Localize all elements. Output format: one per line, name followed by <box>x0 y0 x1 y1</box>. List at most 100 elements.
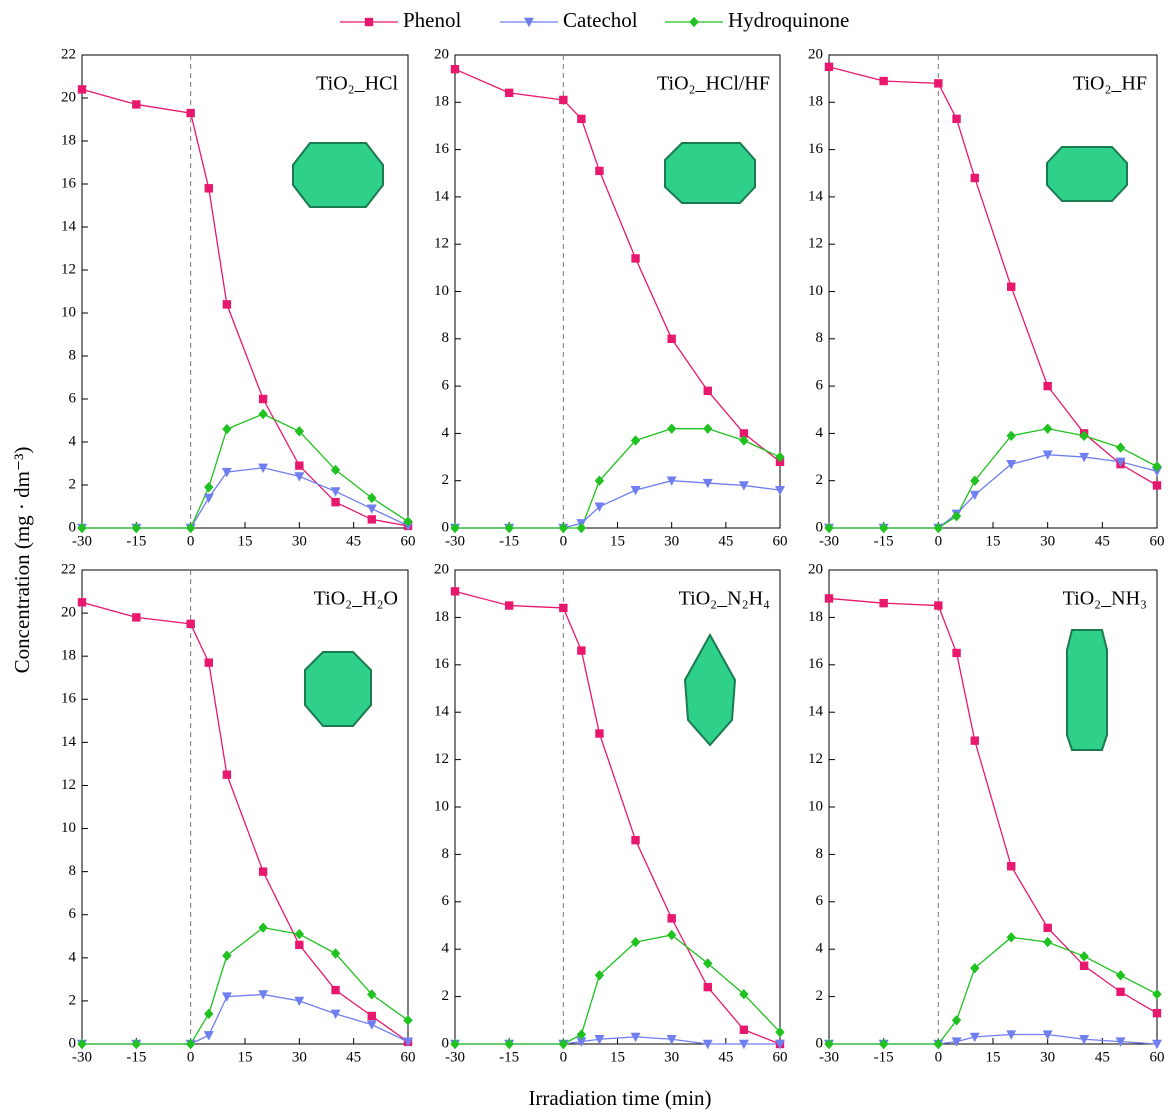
marker <box>203 1031 214 1041</box>
marker <box>576 1029 587 1040</box>
x-tick-label: 60 <box>1150 1049 1165 1065</box>
marker <box>739 989 749 1000</box>
marker <box>330 464 341 476</box>
marker <box>703 958 713 969</box>
marker <box>970 475 980 486</box>
marker <box>933 522 944 534</box>
y-tick-label: 12 <box>61 777 76 793</box>
marker <box>702 1039 713 1050</box>
y-tick-label: 12 <box>808 751 823 767</box>
marker <box>666 476 677 486</box>
marker <box>594 475 605 486</box>
marker <box>576 522 587 534</box>
marker <box>132 100 141 109</box>
marker <box>258 990 269 1000</box>
marker <box>1152 481 1162 490</box>
series-line <box>829 936 1158 1045</box>
series-line <box>829 454 1158 529</box>
marker <box>878 522 889 534</box>
y-tick-label: 16 <box>808 141 824 157</box>
marker <box>1152 1008 1162 1018</box>
panel: 0 2 4 6 8 10 12 14 16 18 20 22 -30 -15 0 15 30 45 60 TiO₂_H… <box>61 46 416 549</box>
marker <box>366 1020 377 1030</box>
y-tick-label: 10 <box>808 283 823 299</box>
plot-frame <box>81 569 409 1045</box>
x-tick-label: 0 <box>935 533 943 549</box>
y-tick-label: 12 <box>434 236 449 252</box>
marker <box>258 394 268 404</box>
marker <box>703 423 713 434</box>
panel-title: TiO₂_HF <box>1073 73 1147 95</box>
x-tick-label: -15 <box>874 533 894 549</box>
marker <box>594 970 605 981</box>
marker <box>367 989 377 1000</box>
y-tick-label: 20 <box>434 561 449 577</box>
marker <box>330 1009 341 1020</box>
x-tick-label: -15 <box>499 1049 519 1065</box>
y-tick-label: 12 <box>434 751 449 767</box>
crystal-icon <box>683 632 737 747</box>
marker <box>185 522 196 534</box>
marker <box>1006 459 1017 470</box>
x-axis-label: Irradiation time (min) <box>528 1086 711 1110</box>
series-line <box>81 88 409 527</box>
y-tick-label: 14 <box>808 704 824 720</box>
series-line <box>82 926 409 1045</box>
y-tick-label: 10 <box>808 798 823 814</box>
series-line <box>82 467 409 529</box>
marker <box>450 64 460 74</box>
x-tick-label: 30 <box>664 533 679 549</box>
panel-title: TiO₂_N₂H₄ <box>679 588 770 610</box>
marker <box>1115 1037 1126 1047</box>
marker <box>367 515 376 524</box>
marker <box>1115 970 1126 981</box>
marker <box>294 472 305 482</box>
y-tick-label: 14 <box>61 218 77 234</box>
x-tick-label: 60 <box>401 1049 416 1065</box>
y-tick-label: 6 <box>69 906 77 922</box>
legend-label: Phenol <box>403 8 462 32</box>
y-tick-label: 14 <box>61 734 77 750</box>
marker <box>775 485 785 496</box>
marker <box>1042 423 1053 434</box>
marker <box>364 17 374 27</box>
marker <box>524 17 534 28</box>
series-line <box>455 480 781 529</box>
marker <box>970 173 979 183</box>
panel-title: TiO₂_HCl/HF <box>657 73 770 95</box>
marker <box>331 498 340 507</box>
y-tick-label: 4 <box>442 941 450 957</box>
marker <box>295 940 304 950</box>
x-tick-label: 0 <box>187 533 195 549</box>
marker <box>403 516 413 527</box>
marker <box>330 948 341 959</box>
marker <box>739 429 749 438</box>
marker <box>504 1038 514 1050</box>
x-tick-label: -30 <box>819 533 839 549</box>
marker <box>222 300 232 309</box>
marker <box>367 1011 376 1021</box>
marker <box>952 648 961 658</box>
marker <box>204 481 214 493</box>
series-line <box>829 428 1158 529</box>
y-tick-label: 18 <box>808 94 823 110</box>
marker <box>824 1038 834 1050</box>
marker <box>824 62 834 72</box>
marker <box>77 85 87 94</box>
marker <box>258 867 268 876</box>
marker <box>594 502 605 512</box>
marker <box>934 79 943 88</box>
y-tick-label: 20 <box>808 46 823 62</box>
y-tick-label: 2 <box>442 988 450 1004</box>
y-tick-label: 10 <box>434 283 449 299</box>
marker <box>258 408 268 420</box>
y-tick-label: 10 <box>61 304 76 320</box>
marker <box>1043 381 1052 391</box>
marker <box>595 729 604 738</box>
y-tick-label: 4 <box>69 949 77 965</box>
series-line <box>82 993 409 1045</box>
y-tick-label: 8 <box>442 330 450 346</box>
marker <box>294 426 305 437</box>
x-tick-label: -30 <box>445 533 465 549</box>
